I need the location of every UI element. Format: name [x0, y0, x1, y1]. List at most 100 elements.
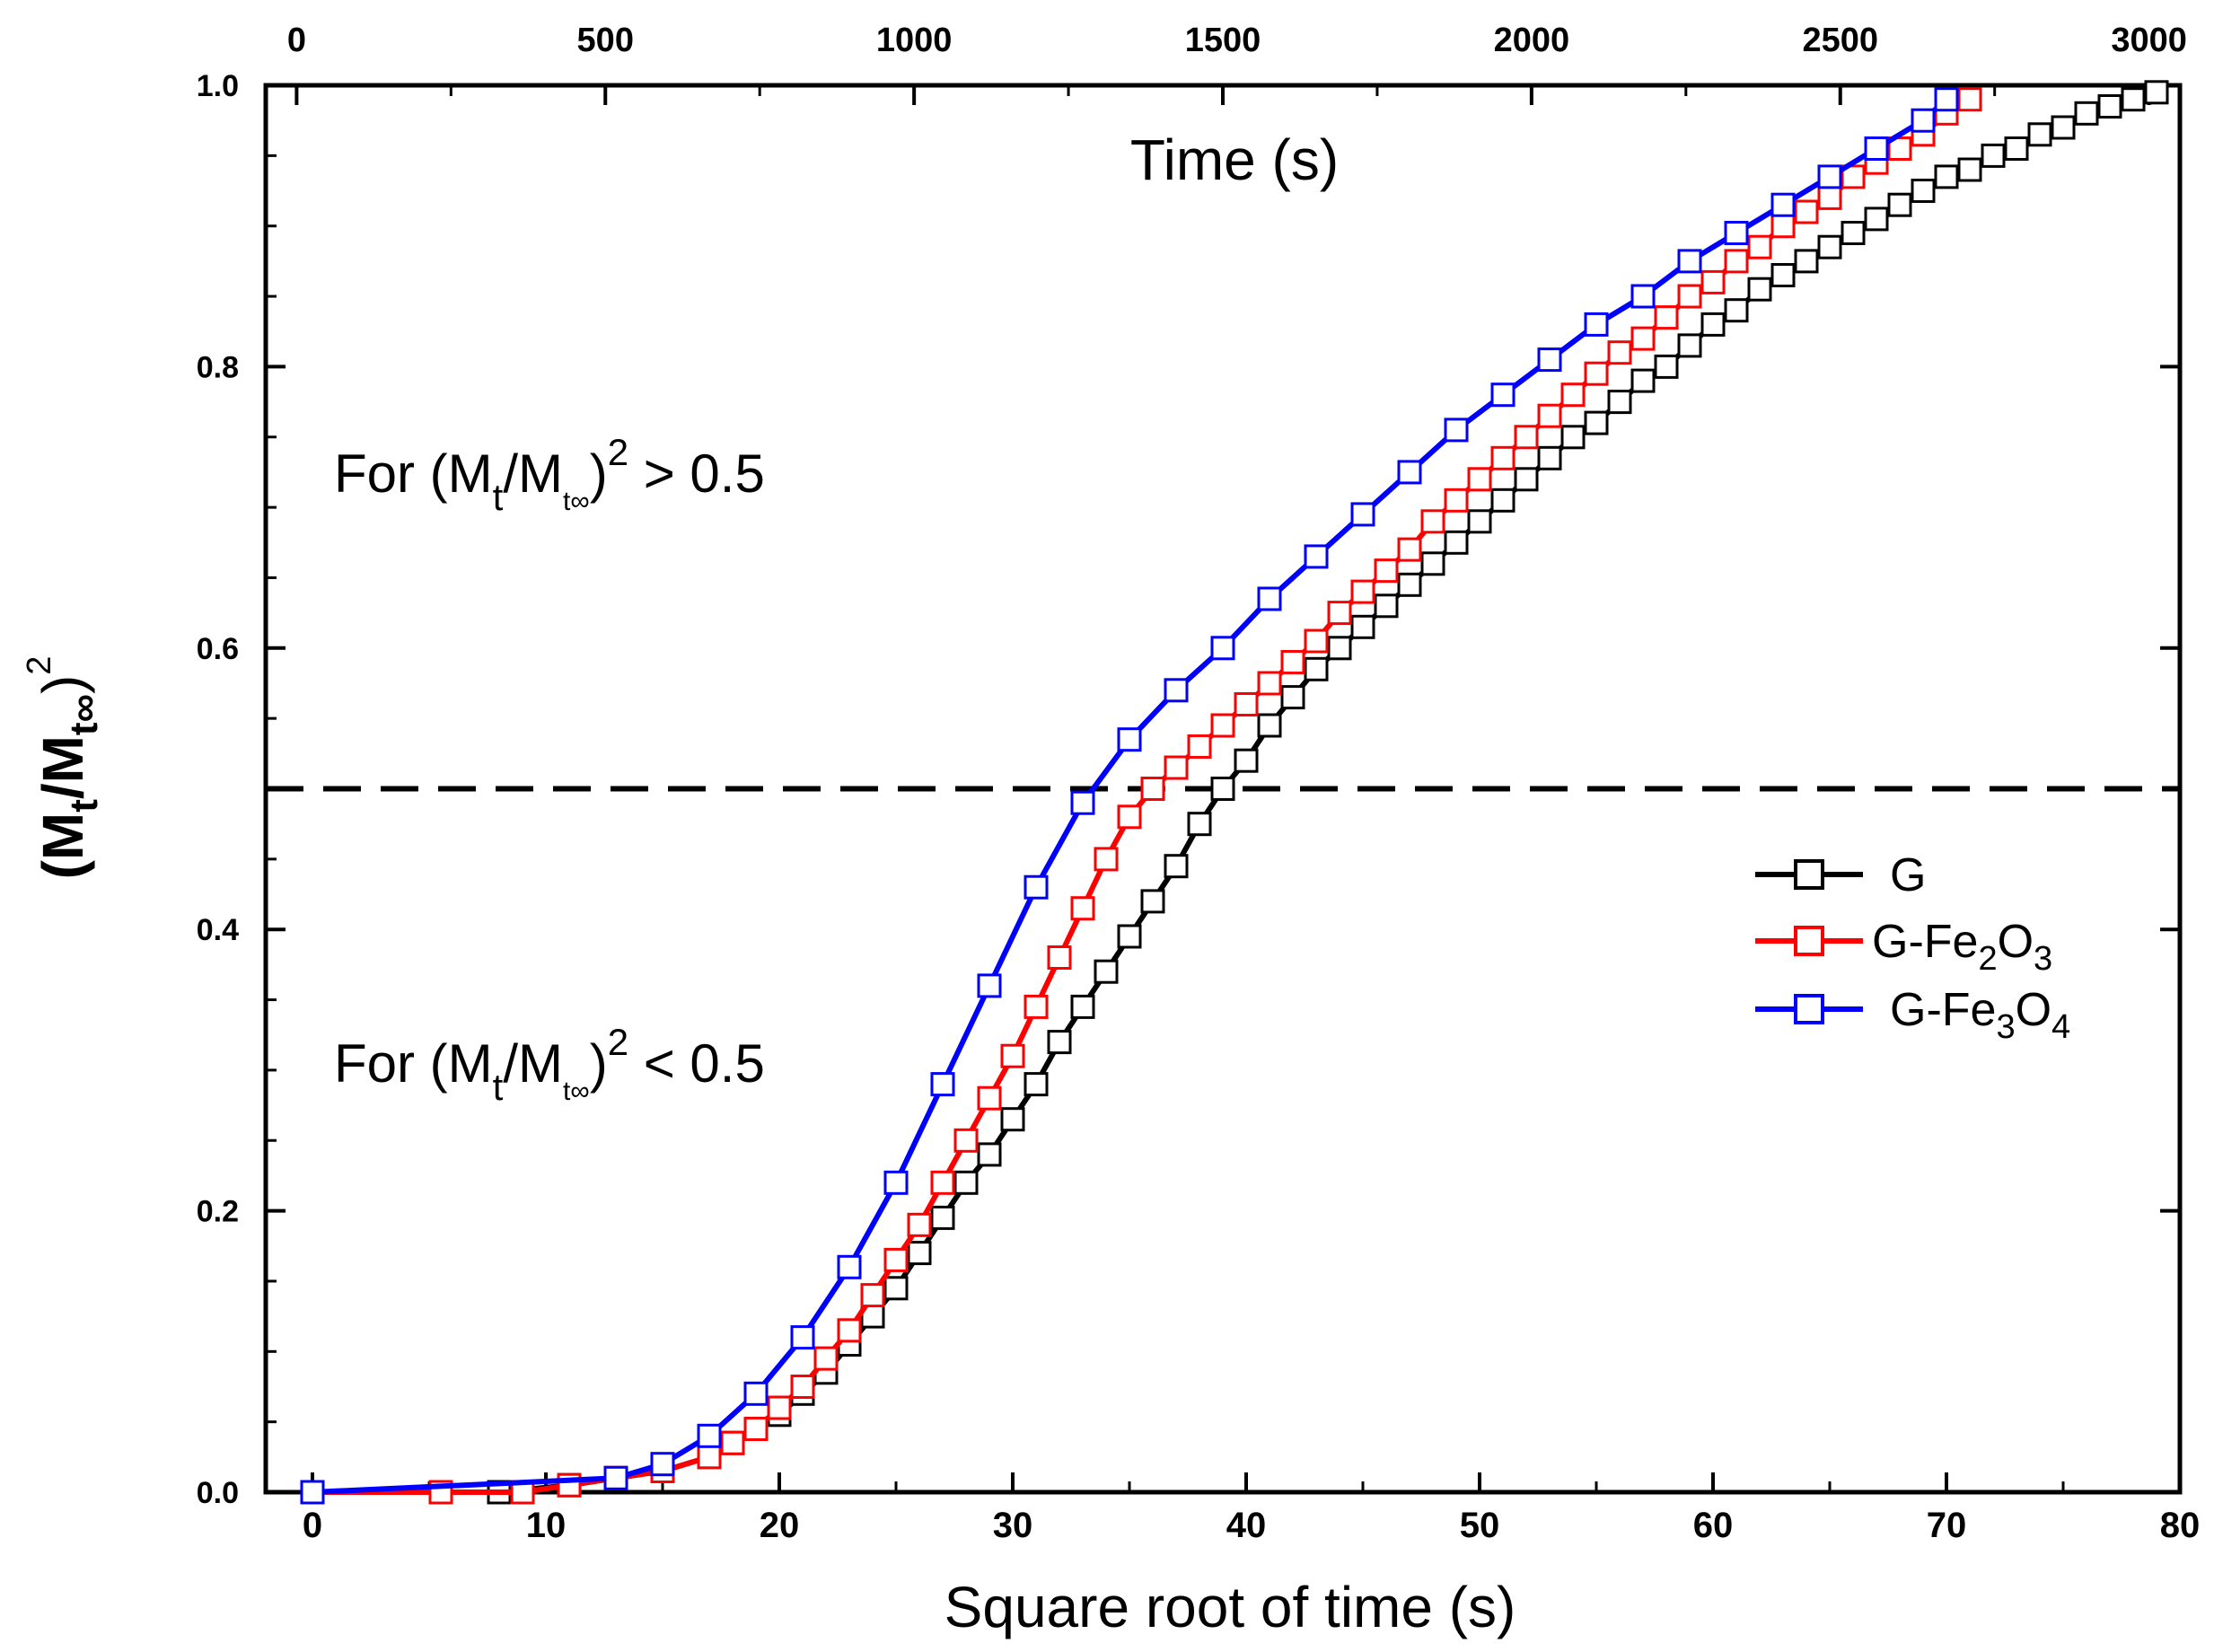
legend-fe3o4-part1: G-Fe [1890, 984, 1996, 1036]
series-marker-g [1140, 889, 1165, 914]
series-marker-g-fe2o3 [1280, 650, 1305, 674]
series-marker-g [1350, 614, 1375, 639]
series-marker-g-fe2o3 [1537, 403, 1562, 428]
series-marker-g-fe2o3 [1117, 804, 1142, 830]
x2-tick-label: 500 [577, 22, 634, 59]
series-marker-g [1887, 192, 1912, 217]
annotation-below-sup: 2 [608, 1021, 628, 1063]
annotation-above-sub2: t∞ [563, 487, 590, 516]
series-marker-g-fe3o4 [1490, 382, 1516, 408]
x2-tick-label: 1000 [876, 22, 953, 59]
series-marker-g-fe2o3 [1047, 945, 1072, 970]
series-marker-g [1700, 312, 1726, 337]
y-title-slash: /M [31, 735, 95, 799]
series-marker-g-fe2o3 [1957, 87, 1982, 112]
series-marker-g-fe2o3 [930, 1170, 955, 1195]
series-marker-g-fe2o3 [1327, 601, 1352, 626]
series-marker-g [2074, 101, 2099, 126]
series-marker-g-fe3o4 [1677, 249, 1702, 274]
series-marker-g-fe3o4 [1070, 790, 1095, 815]
series-marker-g-fe3o4 [1304, 544, 1329, 569]
x-tick-label: 40 [1226, 1506, 1267, 1545]
series-marker-g-fe2o3 [697, 1445, 722, 1470]
series-marker-g [953, 1170, 979, 1195]
annotation-above-sup: 2 [608, 431, 628, 473]
series-marker-g [1070, 994, 1095, 1019]
series-marker-g-fe3o4 [790, 1325, 815, 1350]
series-marker-g-fe2o3 [1794, 199, 1819, 224]
series-marker-g-fe3o4 [1164, 678, 1189, 703]
y-tick-label: 0.4 [197, 913, 239, 947]
y-title-sub1: t [62, 799, 106, 813]
series-marker-g-fe3o4 [1444, 417, 1469, 443]
x-tick-label: 50 [1460, 1506, 1500, 1545]
x-tick-label: 70 [1927, 1506, 1967, 1545]
legend-item-g: G [1755, 849, 1926, 901]
series-marker-g-fe3o4 [1350, 502, 1375, 527]
series-marker-g [1420, 551, 1445, 576]
series-marker-g-fe2o3 [1420, 509, 1445, 534]
series-marker-g [907, 1241, 932, 1266]
y-title-sub2: t∞ [62, 694, 106, 735]
series-marker-g [883, 1276, 909, 1301]
series-marker-g [2051, 115, 2076, 140]
series-marker-g [2027, 122, 2052, 147]
series-marker-g [1280, 685, 1305, 710]
x2-tick-label: 1500 [1185, 22, 1261, 59]
legend-marker-g [1794, 859, 1824, 890]
svg-text:(Mt/Mt∞)2: (Mt/Mt∞)2 [21, 656, 106, 880]
x2-tick-label: 0 [287, 22, 306, 59]
series-marker-g-fe3o4 [1864, 136, 1889, 161]
series-marker-g [1677, 333, 1702, 358]
series-marker-g-fe2o3 [1747, 234, 1772, 259]
series-marker-g [1747, 277, 1772, 302]
series-marker-g [1794, 249, 1819, 274]
y-title-open: (M [31, 813, 95, 880]
series-marker-g-fe3o4 [1934, 87, 1959, 112]
series-marker-g-fe2o3 [1467, 467, 1492, 492]
series-marker-g [1467, 509, 1492, 534]
series-marker-g-fe2o3 [1490, 445, 1516, 470]
series-marker-g-fe2o3 [1770, 214, 1796, 239]
series-marker-g-fe2o3 [860, 1283, 885, 1308]
legend-item-g-fe3o4: G-Fe3O4 [1755, 984, 2070, 1046]
series-marker-g [1327, 636, 1352, 661]
series-marker-g-fe2o3 [907, 1212, 932, 1237]
series-marker-g-fe3o4 [697, 1423, 722, 1448]
series-marker-g [1514, 467, 1539, 492]
series-marker-g [1000, 1107, 1025, 1132]
series-marker-g [1444, 530, 1469, 555]
x2-axis-title: Time (s) [1130, 127, 1339, 192]
legend-item-g-fe2o3: G-Fe2O3 [1755, 916, 2052, 978]
series-marker-g-fe2o3 [1374, 558, 1399, 584]
series-marker-g-fe2o3 [1817, 185, 1842, 210]
annotation-below: For (Mt/Mt∞)2 < 0.5 [334, 1021, 765, 1108]
series-marker-g-fe2o3 [977, 1085, 1002, 1111]
series-marker-g-fe2o3 [1700, 269, 1726, 294]
series-marker-g-fe3o4 [1817, 164, 1842, 189]
series-marker-g [977, 1142, 1002, 1167]
series-marker-g [1817, 234, 1842, 259]
series-marker-g [930, 1205, 955, 1230]
series-marker-g-fe2o3 [1234, 692, 1259, 716]
series-marker-g-fe2o3 [837, 1318, 862, 1343]
series-marker-g [1841, 221, 1866, 245]
annotation-below-sub2: t∞ [563, 1076, 590, 1106]
series-marker-g [1187, 812, 1212, 837]
series-marker-g-fe2o3 [1654, 305, 1679, 330]
annotation-above-prefix: For (M [334, 444, 493, 504]
series-marker-g [1584, 410, 1609, 435]
x-tick-label: 80 [2160, 1506, 2201, 1545]
series-marker-g [1911, 179, 1936, 203]
series-marker-g-fe2o3 [1560, 382, 1586, 408]
legend-fe2o3-sub1: 2 [1978, 940, 1997, 978]
series-marker-g-fe2o3 [813, 1346, 839, 1371]
x2-tick-label: 3000 [2111, 22, 2187, 59]
x-tick-label: 60 [1693, 1506, 1734, 1545]
series-marker-g-fe2o3 [1257, 671, 1282, 696]
y-tick-label: 0.8 [197, 350, 239, 384]
annotation-above-sub1: t [493, 476, 504, 518]
x2-tick-label: 2500 [1802, 22, 1878, 59]
series-marker-g-fe3o4 [930, 1072, 955, 1097]
legend-g-text: G [1890, 849, 1926, 901]
